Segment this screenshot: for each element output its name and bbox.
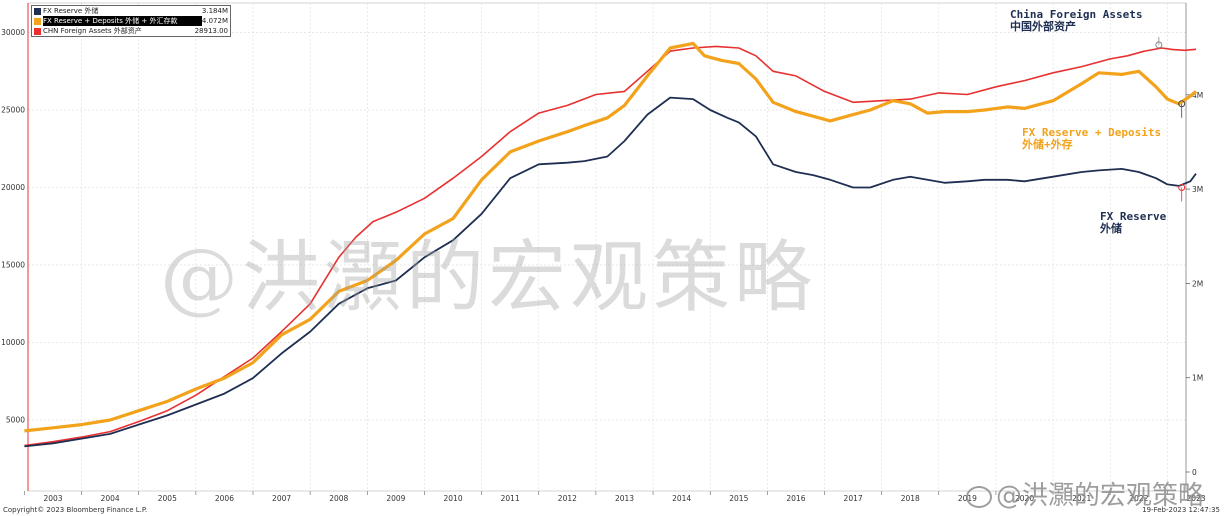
x-tick-label: 2022 <box>1129 494 1148 503</box>
axes: 5000 10000 15000 20000 25000 30000 0 1M 2M 3M 4M 20… <box>1 2 1206 503</box>
x-tick-label: 2005 <box>158 494 177 503</box>
x-tick-label: 2009 <box>386 494 405 503</box>
left-tick-label: 30000 <box>1 28 25 37</box>
legend-item-fx-reserve: FX Reserve 外储 3.184M <box>32 6 230 16</box>
series-line <box>24 41 1198 433</box>
x-tick-label: 2017 <box>844 494 863 503</box>
x-tick-label: 2012 <box>558 494 577 503</box>
legend-value: 4.072M <box>201 17 228 25</box>
legend-label: CHN Foreign Assets 外部资产 <box>43 27 142 35</box>
x-tick-label: 2007 <box>272 494 291 503</box>
x-tick-label: 2016 <box>786 494 805 503</box>
annotation-line: 外储+外存 <box>1022 138 1073 151</box>
x-tick-label: 2014 <box>672 494 691 503</box>
x-tick-label: 2003 <box>43 494 62 503</box>
legend-item-foreign-assets: CHN Foreign Assets 外部资产 28913.00 <box>32 26 230 36</box>
x-tick-label: 2015 <box>729 494 748 503</box>
left-tick-label: 25000 <box>1 106 25 115</box>
annotation-line: 中国外部资产 <box>1010 20 1076 33</box>
x-tick-label: 2004 <box>101 494 120 503</box>
x-tick-label: 2010 <box>444 494 463 503</box>
x-tick-label: 2006 <box>215 494 234 503</box>
x-tick-label: 2011 <box>501 494 520 503</box>
watermark-main: @洪灝的宏观策略 <box>160 233 817 323</box>
x-tick-label: 2008 <box>329 494 348 503</box>
right-tick-label: 1M <box>1192 374 1203 383</box>
annotation-foreign-assets: China Foreign Assets 中国外部资产 <box>1010 9 1142 33</box>
watermark-corner-text: @洪灝的宏观策略 <box>996 481 1205 511</box>
marker-circle <box>1155 41 1163 49</box>
annotation-line: FX Reserve <box>1100 210 1167 223</box>
x-tick-label: 2021 <box>1072 494 1091 503</box>
watermark-corner: @洪灝的宏观策略 <box>966 475 1204 512</box>
legend-swatch <box>34 27 41 35</box>
x-tick-label: 2013 <box>615 494 634 503</box>
annotation-line: FX Reserve + Deposits <box>1022 126 1162 139</box>
legend-value: 3.184M <box>201 7 228 15</box>
marker-circle <box>1178 100 1186 108</box>
legend-value: 28913.00 <box>194 27 228 35</box>
series-line <box>24 96 1197 448</box>
left-tick-label: 15000 <box>1 261 25 270</box>
right-tick-label: 0 <box>1192 468 1197 477</box>
x-tick-label: 2018 <box>901 494 920 503</box>
right-tick-label: 3M <box>1192 185 1203 194</box>
annotation-reserve: FX Reserve 外储 <box>1100 211 1166 235</box>
right-tick-label: 4M <box>1192 91 1203 100</box>
legend-swatch <box>34 17 41 25</box>
legend-item-fx-deposits: FX Reserve + Deposits 外储 + 外汇存款 4.072M <box>32 16 230 26</box>
legend: FX Reserve 外储 3.184M FX Reserve + Deposi… <box>31 5 231 37</box>
timestamp-text: 19-Feb-2023 12:47:35 <box>1142 506 1220 514</box>
grid-lines <box>28 3 1186 491</box>
end-markers <box>1155 36 1186 202</box>
left-tick-label: 20000 <box>1 183 25 192</box>
legend-label: FX Reserve 外储 <box>43 7 99 15</box>
x-tick-label: 2020 <box>1015 494 1034 503</box>
right-tick-label: 2M <box>1192 279 1203 288</box>
annotation-deposits: FX Reserve + Deposits 外储+外存 <box>1022 127 1161 151</box>
copyright-text: Copyright© 2023 Bloomberg Finance L.P. <box>3 506 148 514</box>
weibo-logo-icon <box>966 485 992 508</box>
left-tick-label: 10000 <box>1 338 25 347</box>
marker-circle <box>1178 184 1186 191</box>
legend-label: FX Reserve + Deposits 外储 + 外汇存款 <box>43 16 202 26</box>
annotation-line: China Foreign Assets <box>1010 8 1143 21</box>
legend-swatch <box>34 7 41 15</box>
x-tick-label: 2023 <box>1186 494 1205 503</box>
left-tick-label: 5000 <box>6 416 25 425</box>
annotation-line: 外储 <box>1100 222 1122 235</box>
series-lines <box>24 41 1198 448</box>
